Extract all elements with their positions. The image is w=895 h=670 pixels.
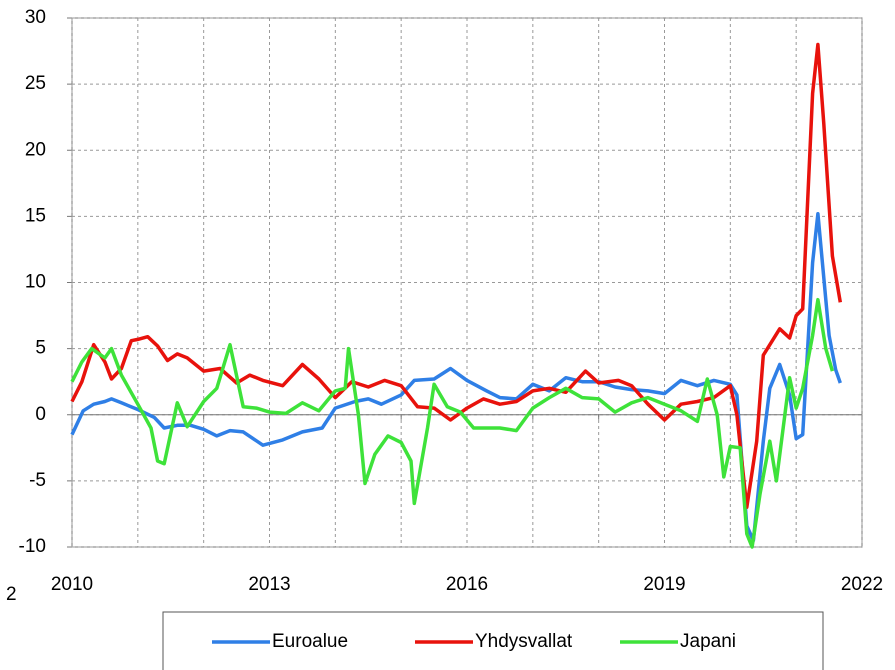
series-line <box>70 297 835 549</box>
x-tick-label: 2019 <box>643 574 685 595</box>
y-tick-label: -10 <box>19 536 46 557</box>
y-tick-label: 30 <box>25 7 46 28</box>
x-tick-label: 2016 <box>446 574 488 595</box>
x-tick-label: 2010 <box>51 574 93 595</box>
x-tick-label: 2022 <box>841 574 883 595</box>
y-tick-label: 5 <box>35 338 46 359</box>
y-tick-label: -5 <box>29 470 46 491</box>
cut-label: 2 <box>6 584 17 605</box>
y-tick-label: 0 <box>35 404 46 425</box>
legend-label: Euroalue <box>272 631 348 652</box>
series-line <box>70 42 843 510</box>
y-tick-label: 10 <box>25 272 46 293</box>
y-tick-label: 25 <box>25 73 46 94</box>
x-tick-label: 2013 <box>248 574 290 595</box>
y-tick-label: 15 <box>25 205 46 226</box>
legend-label: Yhdysvallat <box>475 631 573 652</box>
series-line <box>70 211 842 543</box>
legend-label: Japani <box>680 631 736 652</box>
y-tick-label: 20 <box>25 139 46 160</box>
legend-box <box>162 611 824 670</box>
